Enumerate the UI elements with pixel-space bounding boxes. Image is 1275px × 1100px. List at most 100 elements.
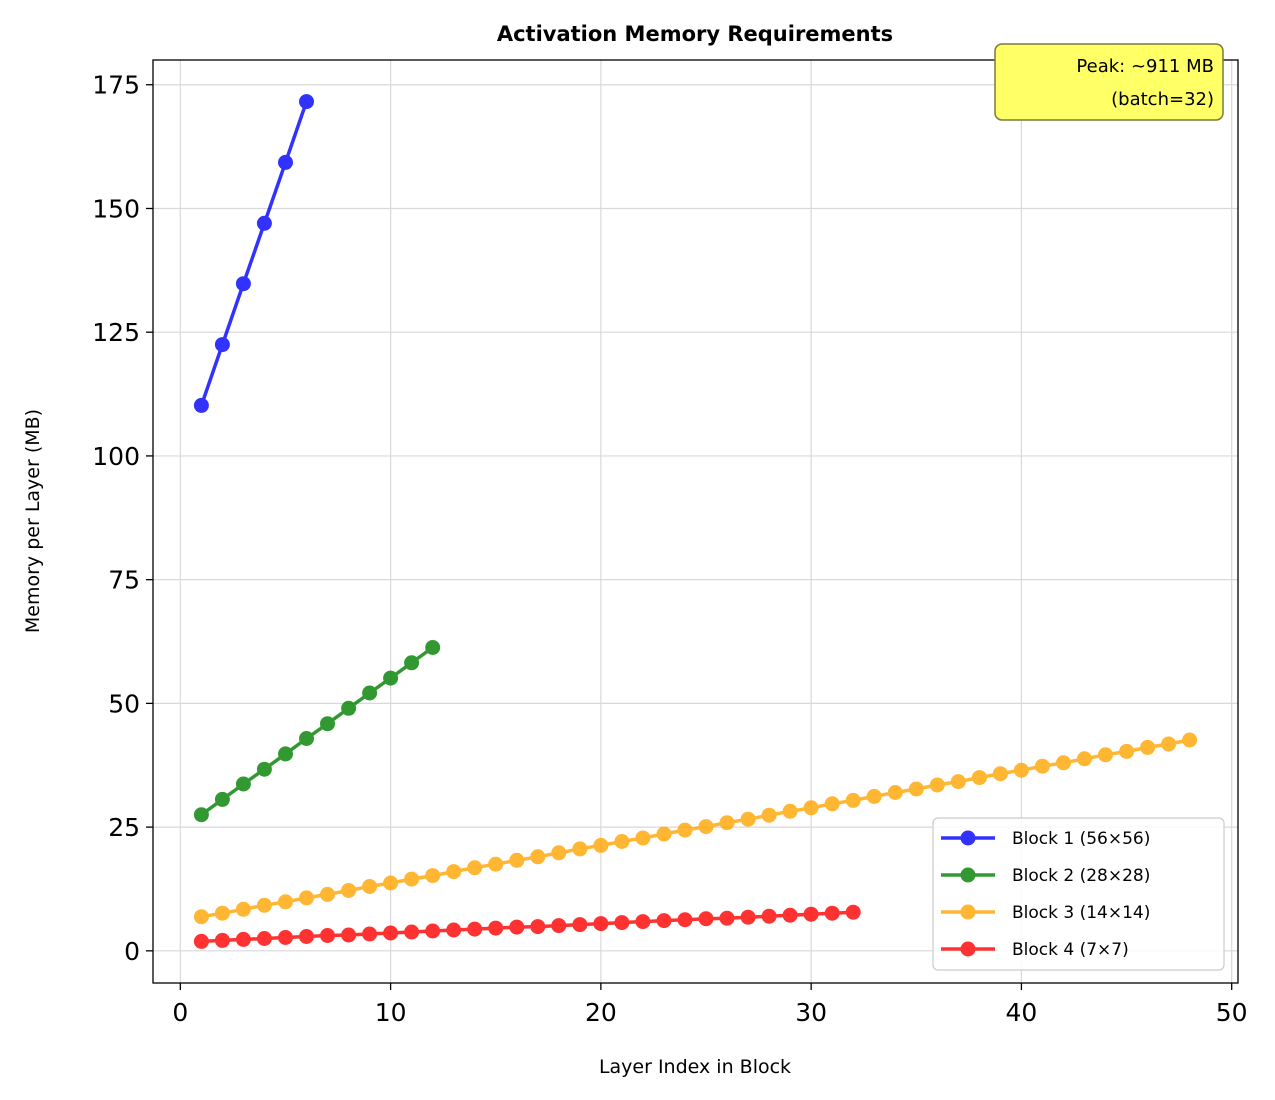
- data-point: [614, 915, 630, 931]
- data-point: [761, 807, 777, 823]
- data-point: [425, 923, 441, 939]
- data-point: [593, 837, 609, 853]
- data-point: [278, 930, 293, 945]
- data-point: [235, 901, 251, 917]
- data-point: [425, 640, 441, 655]
- annotation-line-2: (batch=32): [1111, 89, 1214, 110]
- data-point: [551, 918, 567, 934]
- legend-label: Block 2 (28×28): [1012, 866, 1150, 886]
- data-point: [1161, 736, 1177, 752]
- data-point: [256, 931, 272, 946]
- data-point: [1056, 755, 1071, 771]
- data-point: [635, 830, 651, 846]
- legend-entry-4: Block 4 (7×7): [941, 940, 1129, 960]
- data-point: [551, 845, 567, 861]
- annotation-line-1: Peak: ~911 MB: [1076, 56, 1214, 77]
- data-point: [467, 860, 483, 876]
- x-tick-label: 10: [375, 998, 407, 1027]
- data-point: [235, 276, 251, 292]
- data-point: [256, 215, 272, 231]
- data-point: [866, 788, 882, 804]
- data-point: [1140, 739, 1156, 755]
- data-point: [1182, 732, 1198, 748]
- annotation-box: [994, 43, 1224, 121]
- data-point: [929, 777, 945, 793]
- data-point: [824, 796, 840, 812]
- data-point: [214, 905, 230, 921]
- y-tick-label: 25: [108, 813, 140, 842]
- data-point: [509, 919, 525, 935]
- chart-title: Activation Memory Requirements: [497, 22, 893, 46]
- data-point: [404, 924, 420, 940]
- data-point: [488, 856, 504, 872]
- x-tick-label: 40: [1006, 998, 1038, 1027]
- data-point: [1013, 762, 1029, 778]
- data-point: [278, 746, 293, 762]
- x-tick-label: 20: [585, 998, 617, 1027]
- data-point: [256, 761, 272, 777]
- data-point: [362, 685, 378, 701]
- legend-swatch: [941, 904, 995, 920]
- y-tick-label: 0: [124, 937, 140, 966]
- data-point: [320, 928, 335, 943]
- data-point: [908, 781, 924, 797]
- data-point: [383, 670, 399, 686]
- legend-swatch-marker: [960, 830, 976, 846]
- data-point: [214, 791, 230, 807]
- data-point: [383, 925, 399, 941]
- y-tick-label: 125: [92, 318, 140, 347]
- data-point: [320, 886, 335, 902]
- legend-entry-3: Block 3 (14×14): [941, 903, 1150, 923]
- data-point: [509, 852, 525, 868]
- legend-swatch: [941, 830, 995, 846]
- data-point: [803, 906, 819, 922]
- data-point: [404, 655, 420, 671]
- data-point: [488, 920, 504, 936]
- y-tick-label: 150: [92, 194, 140, 223]
- legend-label: Block 3 (14×14): [1012, 903, 1150, 923]
- data-point: [341, 927, 357, 943]
- data-point: [824, 905, 840, 921]
- y-tick-label: 50: [108, 689, 140, 718]
- series-line: [199, 101, 309, 406]
- legend-box: [932, 817, 1225, 971]
- data-point: [320, 716, 335, 732]
- data-point: [1119, 743, 1135, 759]
- data-point: [235, 931, 251, 947]
- data-point: [278, 154, 293, 170]
- data-point: [530, 849, 546, 865]
- data-point: [530, 919, 546, 935]
- data-point: [740, 909, 756, 925]
- legend-entry-1: Block 1 (56×56): [941, 829, 1150, 849]
- y-axis-label: Memory per Layer (MB): [22, 409, 44, 633]
- x-tick-label: 0: [172, 998, 188, 1027]
- legend-label: Block 4 (7×7): [1012, 940, 1129, 960]
- data-point: [782, 803, 798, 819]
- data-point: [235, 776, 251, 792]
- data-point: [278, 894, 293, 910]
- data-point: [256, 897, 272, 913]
- series-1: [193, 94, 314, 413]
- peak-annotation: Peak: ~911 MB (batch=32): [994, 43, 1224, 121]
- data-point: [299, 929, 314, 944]
- axis-ticks: 0 10 20 30 40 50 0 25 50 75 100 125 150 175: [92, 71, 1247, 1027]
- data-point: [677, 912, 693, 928]
- data-point: [404, 871, 420, 887]
- series-2: [193, 640, 441, 823]
- legend-swatch-marker: [960, 941, 976, 957]
- data-point: [425, 868, 441, 884]
- data-point: [572, 917, 588, 933]
- data-point: [383, 875, 399, 891]
- y-tick-label: 75: [108, 566, 140, 595]
- legend-entry-2: Block 2 (28×28): [941, 866, 1150, 886]
- x-tick-label: 50: [1216, 998, 1248, 1027]
- x-axis-label: Layer Index in Block: [599, 1056, 791, 1078]
- data-point: [446, 922, 462, 938]
- data-point: [1034, 758, 1050, 774]
- series-layer: [193, 94, 1198, 949]
- data-point: [950, 774, 966, 790]
- data-point: [887, 785, 903, 800]
- data-point: [299, 94, 314, 110]
- legend-swatch: [941, 867, 995, 883]
- data-point: [299, 890, 314, 906]
